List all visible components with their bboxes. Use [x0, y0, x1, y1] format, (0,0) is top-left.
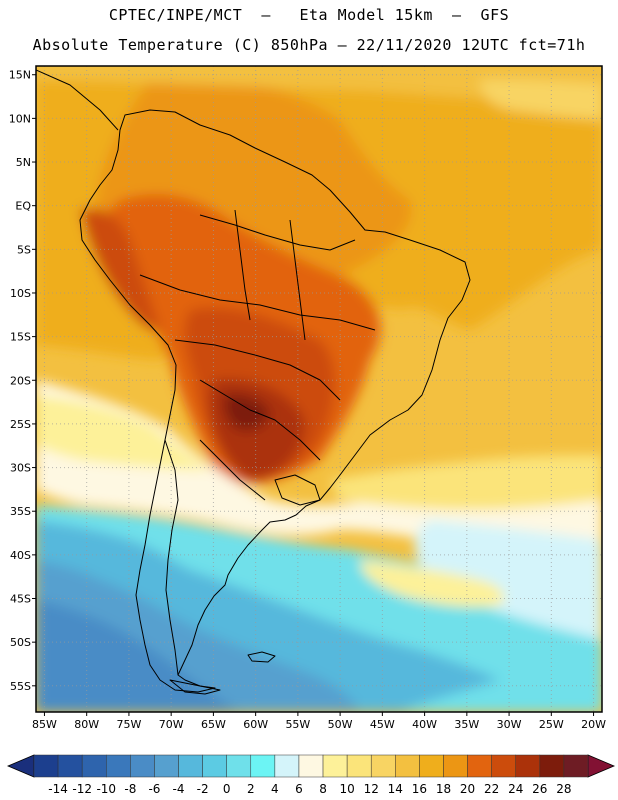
lon-tick-label: 20W — [581, 718, 606, 731]
border-2 — [139, 274, 376, 331]
lat-tick-label: 10S — [10, 287, 31, 300]
lon-tick-label: 30W — [497, 718, 522, 731]
lat-tick-label: 55S — [10, 680, 31, 693]
colorbar-swatch — [298, 754, 324, 778]
colorbar-swatch — [178, 754, 203, 778]
colorbar-swatch — [274, 754, 300, 778]
colorbar-swatch — [370, 754, 396, 778]
falklands — [247, 651, 276, 663]
map-frame — [35, 65, 603, 713]
colorbar-swatch — [515, 754, 541, 778]
colorbar-swatch — [443, 754, 468, 778]
lat-tick-label: 45S — [10, 593, 31, 606]
lat-tick-label: 5S — [17, 243, 31, 256]
lon-tick-label: 80W — [74, 718, 99, 731]
lon-tick-label: 85W — [32, 718, 57, 731]
lon-tick-label: 75W — [116, 718, 141, 731]
colorbar-swatch — [563, 754, 589, 778]
colorbar-swatch — [226, 754, 252, 778]
colorbar-label: 16 — [412, 782, 427, 796]
lon-tick-label: 50W — [328, 718, 353, 731]
border-7 — [199, 439, 266, 501]
temperature-field — [36, 66, 602, 712]
lat-tick-label: 35S — [10, 505, 31, 518]
lat-tick-label: 15S — [10, 331, 31, 344]
colorbar-swatch — [419, 754, 444, 778]
colorbar-label: 0 — [223, 782, 231, 796]
border-3 — [174, 339, 341, 401]
colorbar-label: 6 — [295, 782, 303, 796]
lat-tick-label: 40S — [10, 549, 31, 562]
lat-tick-label: 10N — [9, 112, 31, 125]
colorbar-label: 24 — [508, 782, 523, 796]
colorbar-label: -8 — [124, 782, 136, 796]
chart-title-line-1: CPTEC/INPE/MCT – Eta Model 15km – GFS — [108, 6, 510, 24]
colorbar-label: 2 — [247, 782, 255, 796]
colorbar-swatch — [57, 754, 83, 778]
colorbar-label: 10 — [339, 782, 354, 796]
lon-tick-label: 60W — [243, 718, 268, 731]
chart-title-line-2: Absolute Temperature (C) 850hPa – 22/11/… — [32, 36, 586, 54]
colorbar-high-arrow — [587, 754, 616, 778]
colorbar-swatch — [467, 754, 492, 778]
colorbar-swatch — [130, 754, 155, 778]
colorbar-label: 20 — [460, 782, 475, 796]
lon-tick-label: 40W — [412, 718, 437, 731]
colorbar-label: 4 — [271, 782, 279, 796]
colorbar-swatch — [33, 754, 59, 778]
colorbar-label: 26 — [532, 782, 547, 796]
lon-tick-label: 35W — [454, 718, 479, 731]
colorbar-swatch — [202, 754, 227, 778]
colorbar-label: 28 — [556, 782, 571, 796]
border-4 — [199, 379, 321, 461]
colorbar-label: 18 — [436, 782, 451, 796]
lat-tick-label: EQ — [15, 200, 31, 213]
colorbar-label: 8 — [319, 782, 327, 796]
colorbar-label: 22 — [484, 782, 499, 796]
border-1 — [199, 214, 356, 251]
colorbar-label: -10 — [96, 782, 116, 796]
lon-tick-label: 70W — [159, 718, 184, 731]
lat-tick-label: 25S — [10, 418, 31, 431]
border-6 — [289, 219, 306, 341]
longitude-axis: 85W 80W 75W 70W 65W 60W 55W 50W 45W 40W 35W 30W 25W 2… — [32, 712, 606, 731]
lon-tick-label: 45W — [370, 718, 395, 731]
colorbar-swatch — [154, 754, 179, 778]
coastlines-and-borders — [36, 69, 471, 695]
lat-tick-label: 50S — [10, 636, 31, 649]
colorbar-low-arrow — [6, 754, 35, 778]
lat-tick-label: 20S — [10, 374, 31, 387]
colorbar-swatch — [395, 754, 420, 778]
colorbar-label: -6 — [148, 782, 160, 796]
central-america-coast — [36, 69, 119, 131]
colorbar-label: -14 — [48, 782, 68, 796]
lat-tick-label: 30S — [10, 462, 31, 475]
colorbar-swatch — [250, 754, 276, 778]
tierra-del-fuego — [169, 679, 221, 695]
south-america-coastline — [79, 109, 471, 693]
lat-tick-label: 15N — [9, 69, 31, 82]
colorbar-swatch — [81, 754, 107, 778]
colorbar-label: 14 — [388, 782, 403, 796]
colorbar-label: -4 — [173, 782, 185, 796]
lon-tick-label: 65W — [201, 718, 226, 731]
colorbar: -14 -12 -10 -8 -6 -4 -2 0 2 4 6 8 10 12 14 16 18 20 22 24 26… — [6, 754, 616, 796]
border-5 — [234, 209, 251, 321]
colorbar-swatch — [346, 754, 372, 778]
lat-tick-label: 5N — [16, 156, 31, 169]
colorbar-swatch — [539, 754, 565, 778]
lon-tick-label: 55W — [285, 718, 310, 731]
colorbar-swatch — [106, 754, 131, 778]
colorbar-swatch — [491, 754, 516, 778]
colorbar-label: -2 — [197, 782, 209, 796]
colorbar-label: -12 — [72, 782, 92, 796]
colorbar-label: 12 — [364, 782, 379, 796]
uruguay-outline — [274, 474, 321, 506]
argentina-border — [164, 439, 179, 676]
latitude-axis: 15N 10N 5N EQ 5S 10S 15S 20S 25S 30S 35S 40S 45S 50S 5… — [9, 69, 36, 693]
lon-tick-label: 25W — [539, 718, 564, 731]
colorbar-swatch — [322, 754, 348, 778]
